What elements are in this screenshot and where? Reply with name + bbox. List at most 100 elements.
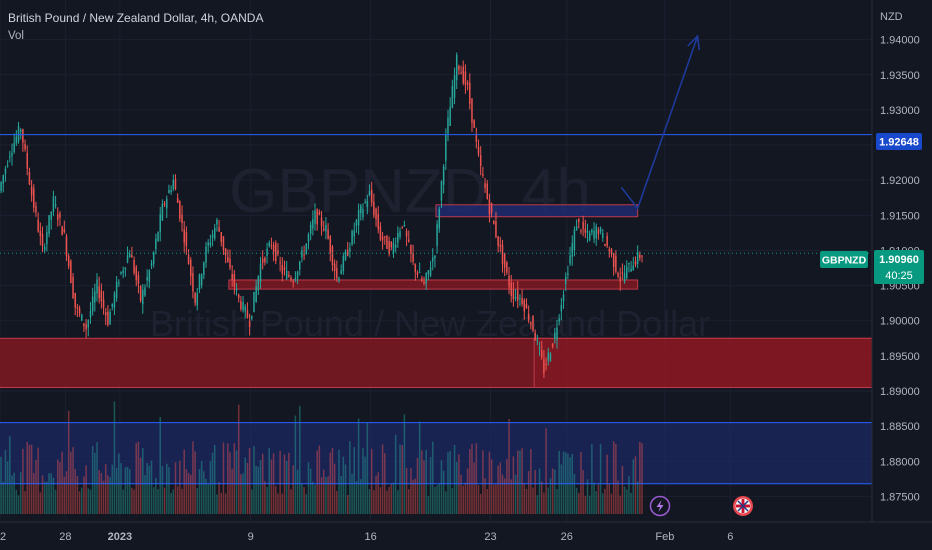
volume-bar (549, 478, 552, 514)
candle-body (455, 54, 458, 81)
volume-bar (279, 450, 281, 514)
candle-body (233, 273, 236, 287)
candle-body (135, 267, 137, 281)
candle-body (573, 229, 576, 251)
candle-body (292, 281, 294, 283)
candle-body (340, 270, 342, 275)
volume-bar (632, 459, 635, 514)
candle-body (83, 323, 85, 327)
level-lines (0, 134, 872, 485)
volume-bar (78, 491, 81, 514)
candle-body (336, 268, 338, 279)
volume-bar (309, 468, 312, 514)
volume-bar (357, 418, 360, 514)
candle-body (224, 248, 227, 256)
volume-bar (346, 494, 349, 514)
volume-bar (479, 493, 482, 514)
volume-bar (416, 457, 419, 514)
volume-bar (397, 490, 399, 514)
candle-body (445, 133, 447, 161)
volume-bar (414, 478, 417, 514)
candle-body (85, 324, 87, 330)
volume-bar (67, 410, 70, 514)
candle-body (104, 312, 107, 316)
volume-bar (560, 464, 563, 514)
price-tick-label: 1.93000 (880, 105, 920, 117)
volume-bar (43, 481, 46, 514)
volume-bar (540, 481, 543, 514)
candle-body (495, 221, 497, 237)
volume-indicator-label[interactable]: Vol (8, 30, 24, 42)
candle-body (100, 290, 103, 302)
lightning-icon[interactable] (649, 495, 671, 517)
volume-bar (240, 474, 242, 514)
candle-body (355, 219, 358, 226)
volume-bar (340, 475, 342, 514)
candle-body (200, 274, 203, 286)
candle-body (155, 238, 157, 250)
candle-body (81, 314, 83, 321)
volume-bar (619, 495, 621, 514)
time-tick-label: Feb (655, 531, 674, 543)
volume-bar (104, 464, 107, 514)
volume-bar (599, 444, 602, 514)
candle-body (207, 242, 209, 246)
volume-bar (61, 451, 63, 514)
volume-bar (612, 441, 615, 514)
candle-body (307, 234, 310, 242)
volume-bar (91, 446, 94, 514)
candle-body (91, 296, 94, 312)
volume-bar (41, 475, 44, 514)
volume-bar (148, 465, 151, 514)
volume-bar (224, 493, 227, 514)
volume-bar (582, 470, 584, 514)
volume-bar (388, 486, 390, 514)
volume-bar (46, 481, 48, 514)
volume-bar (85, 465, 87, 514)
candle-body (368, 191, 371, 196)
candle-body (318, 212, 321, 215)
volume-bar (377, 472, 379, 514)
projection-arrow (620, 34, 701, 210)
candle-body (440, 181, 443, 201)
candle-body (418, 272, 421, 274)
volume-bar (316, 450, 318, 514)
volume-bar (615, 443, 617, 514)
candle-body (24, 144, 26, 150)
volume-bar (386, 490, 388, 514)
candle-body (357, 209, 360, 226)
volume-bar (237, 404, 240, 514)
candle-body (560, 304, 563, 312)
volume-bar (562, 451, 565, 514)
candle-body (416, 272, 419, 275)
candle-body (403, 224, 406, 226)
uk-flag-icon[interactable] (733, 496, 753, 516)
candle-body (283, 267, 286, 270)
candle-body (163, 203, 166, 205)
volume-bar (447, 452, 449, 514)
candle-body (375, 208, 377, 220)
volume-bar (139, 457, 142, 514)
candle-body (519, 297, 521, 299)
volume-bar (394, 434, 397, 514)
price-tick-label: 1.93500 (880, 70, 920, 82)
volume-bar (159, 416, 161, 514)
volume-bar (152, 487, 155, 514)
volume-bar (259, 460, 262, 514)
volume-bar (209, 461, 212, 514)
volume-bar (174, 462, 177, 514)
candle-body (503, 252, 506, 268)
candle-body (142, 289, 144, 305)
volume-bar (242, 473, 244, 514)
volume-bar (150, 460, 153, 514)
candle-body (477, 146, 480, 155)
candle-body (190, 260, 192, 276)
volume-bar (418, 421, 421, 514)
candle-body (390, 241, 393, 248)
candle-body (464, 71, 467, 85)
volume-bar (370, 448, 373, 514)
candle-body (619, 276, 621, 282)
volume-bar (536, 495, 539, 514)
